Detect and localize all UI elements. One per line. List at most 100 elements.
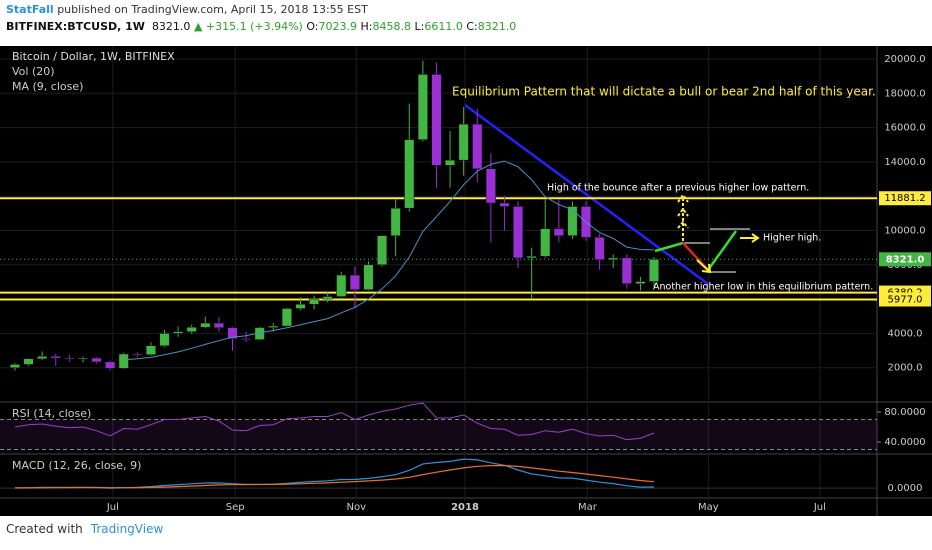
rsi-tick-label: 80.0000 xyxy=(884,407,925,418)
candle-body xyxy=(309,298,320,305)
candle-body xyxy=(268,325,279,328)
candle-body xyxy=(608,257,619,260)
candle-body xyxy=(404,139,415,209)
candle-body xyxy=(50,356,61,359)
last-price-box xyxy=(879,252,931,267)
candle-body xyxy=(485,168,496,204)
candle-body xyxy=(390,207,401,236)
candle-body xyxy=(91,357,102,363)
c-label: C: xyxy=(466,20,478,33)
low: 6611.0 xyxy=(424,20,463,33)
y-tick-label: 4000.0 xyxy=(888,328,923,339)
x-tick-label: Sep xyxy=(226,502,245,513)
y-tick-label: 20000.0 xyxy=(884,54,925,65)
ma-line xyxy=(123,160,655,361)
footer: Created with TradingView xyxy=(6,522,163,536)
y-tick-label: 16000.0 xyxy=(884,123,925,134)
candle-body xyxy=(227,327,238,339)
author[interactable]: StatFall xyxy=(6,3,54,16)
candle-body xyxy=(105,361,116,369)
path-up xyxy=(654,241,684,253)
h-label: H: xyxy=(360,20,373,33)
candle-body xyxy=(159,333,170,346)
legend-text: Vol (20) xyxy=(12,65,55,78)
candle-body xyxy=(513,206,524,259)
candle-body xyxy=(458,123,469,161)
candle-body xyxy=(186,326,197,332)
high: 8458.8 xyxy=(372,20,412,33)
level-label: 5977.0 xyxy=(888,294,923,305)
chart: JulSepNov2018MarMayJul2000.04000.06000.0… xyxy=(0,46,932,516)
y-tick-label: 10000.0 xyxy=(884,225,925,236)
legend-text: MA (9, close) xyxy=(12,80,83,93)
symbol: BITFINEX:BTCUSD, 1W xyxy=(6,20,145,33)
change: ▲ +315.1 (+3.94%) xyxy=(193,20,303,33)
candle-body xyxy=(200,322,211,328)
quote-line: BITFINEX:BTCUSD, 1W 8321.0 ▲ +315.1 (+3.… xyxy=(6,20,516,33)
y-tick-label: 2000.0 xyxy=(888,363,923,374)
y-tick-label: 18000.0 xyxy=(884,88,925,99)
level-box xyxy=(879,191,931,206)
candle-body xyxy=(635,281,646,284)
candle-body xyxy=(445,159,456,166)
candle-body xyxy=(417,74,428,140)
candle-body xyxy=(472,123,483,169)
annotation: High of the bounce after a previous high… xyxy=(547,183,809,194)
close: 8321.0 xyxy=(477,20,517,33)
header: StatFall published on TradingView.com, A… xyxy=(6,0,926,46)
candle-body xyxy=(64,357,75,360)
macd-line xyxy=(14,464,655,489)
candle-body xyxy=(213,322,224,328)
candle-body xyxy=(431,74,442,166)
candle-body xyxy=(377,235,388,266)
x-tick-label: May xyxy=(698,502,719,513)
rsi-band xyxy=(0,419,877,450)
annotation: Equilibrium Pattern that will dictate a … xyxy=(452,85,876,99)
last-price-label: 8321.0 xyxy=(886,254,925,265)
candle-body xyxy=(295,303,306,309)
level-box xyxy=(879,292,931,307)
candle-body xyxy=(649,259,660,282)
arrow-up xyxy=(677,193,689,241)
x-tick-label: Jul xyxy=(106,502,119,513)
rsi-line xyxy=(14,402,655,441)
candle-body xyxy=(540,228,551,257)
l-label: L: xyxy=(414,20,425,33)
candle-body xyxy=(145,345,156,355)
candle-body xyxy=(77,357,88,360)
rsi-tick-label: 40.0000 xyxy=(884,437,925,448)
candle-body xyxy=(594,237,605,260)
price: 8321.0 xyxy=(151,20,191,33)
candle-body xyxy=(118,353,129,369)
brand[interactable]: TradingView xyxy=(90,522,164,536)
candle-body xyxy=(37,356,48,360)
x-tick-label: Nov xyxy=(346,502,366,513)
created: Created with xyxy=(6,522,83,536)
candle-body xyxy=(499,202,510,207)
candle-body xyxy=(553,228,564,236)
candle-body xyxy=(132,353,143,356)
open: 7023.9 xyxy=(318,20,358,33)
annotation: Higher high. xyxy=(763,233,821,244)
drawings xyxy=(464,103,760,286)
trend-line xyxy=(464,103,709,286)
x-tick-label: 2018 xyxy=(451,502,479,513)
candle-body xyxy=(349,274,360,290)
macd-tick-label: 0.0000 xyxy=(888,483,923,494)
arrow-low xyxy=(696,259,712,274)
candle-body xyxy=(526,255,537,259)
candle-body xyxy=(9,364,20,368)
y-tick-label: 14000.0 xyxy=(884,157,925,168)
arrow-right xyxy=(740,233,760,243)
published: published on TradingView.com, April 15, … xyxy=(57,3,368,16)
path-up xyxy=(706,230,738,271)
annotation: Another higher low in this equilibrium p… xyxy=(653,282,873,293)
candle-body xyxy=(336,274,347,297)
candle-body xyxy=(173,331,184,334)
legend-text: RSI (14, close) xyxy=(12,407,91,420)
legend-text: MACD (12, 26, close, 9) xyxy=(12,459,141,472)
x-tick-label: Jul xyxy=(813,502,826,513)
candle-body xyxy=(363,264,374,290)
legend-text: Bitcoin / Dollar, 1W, BITFINEX xyxy=(12,50,175,63)
